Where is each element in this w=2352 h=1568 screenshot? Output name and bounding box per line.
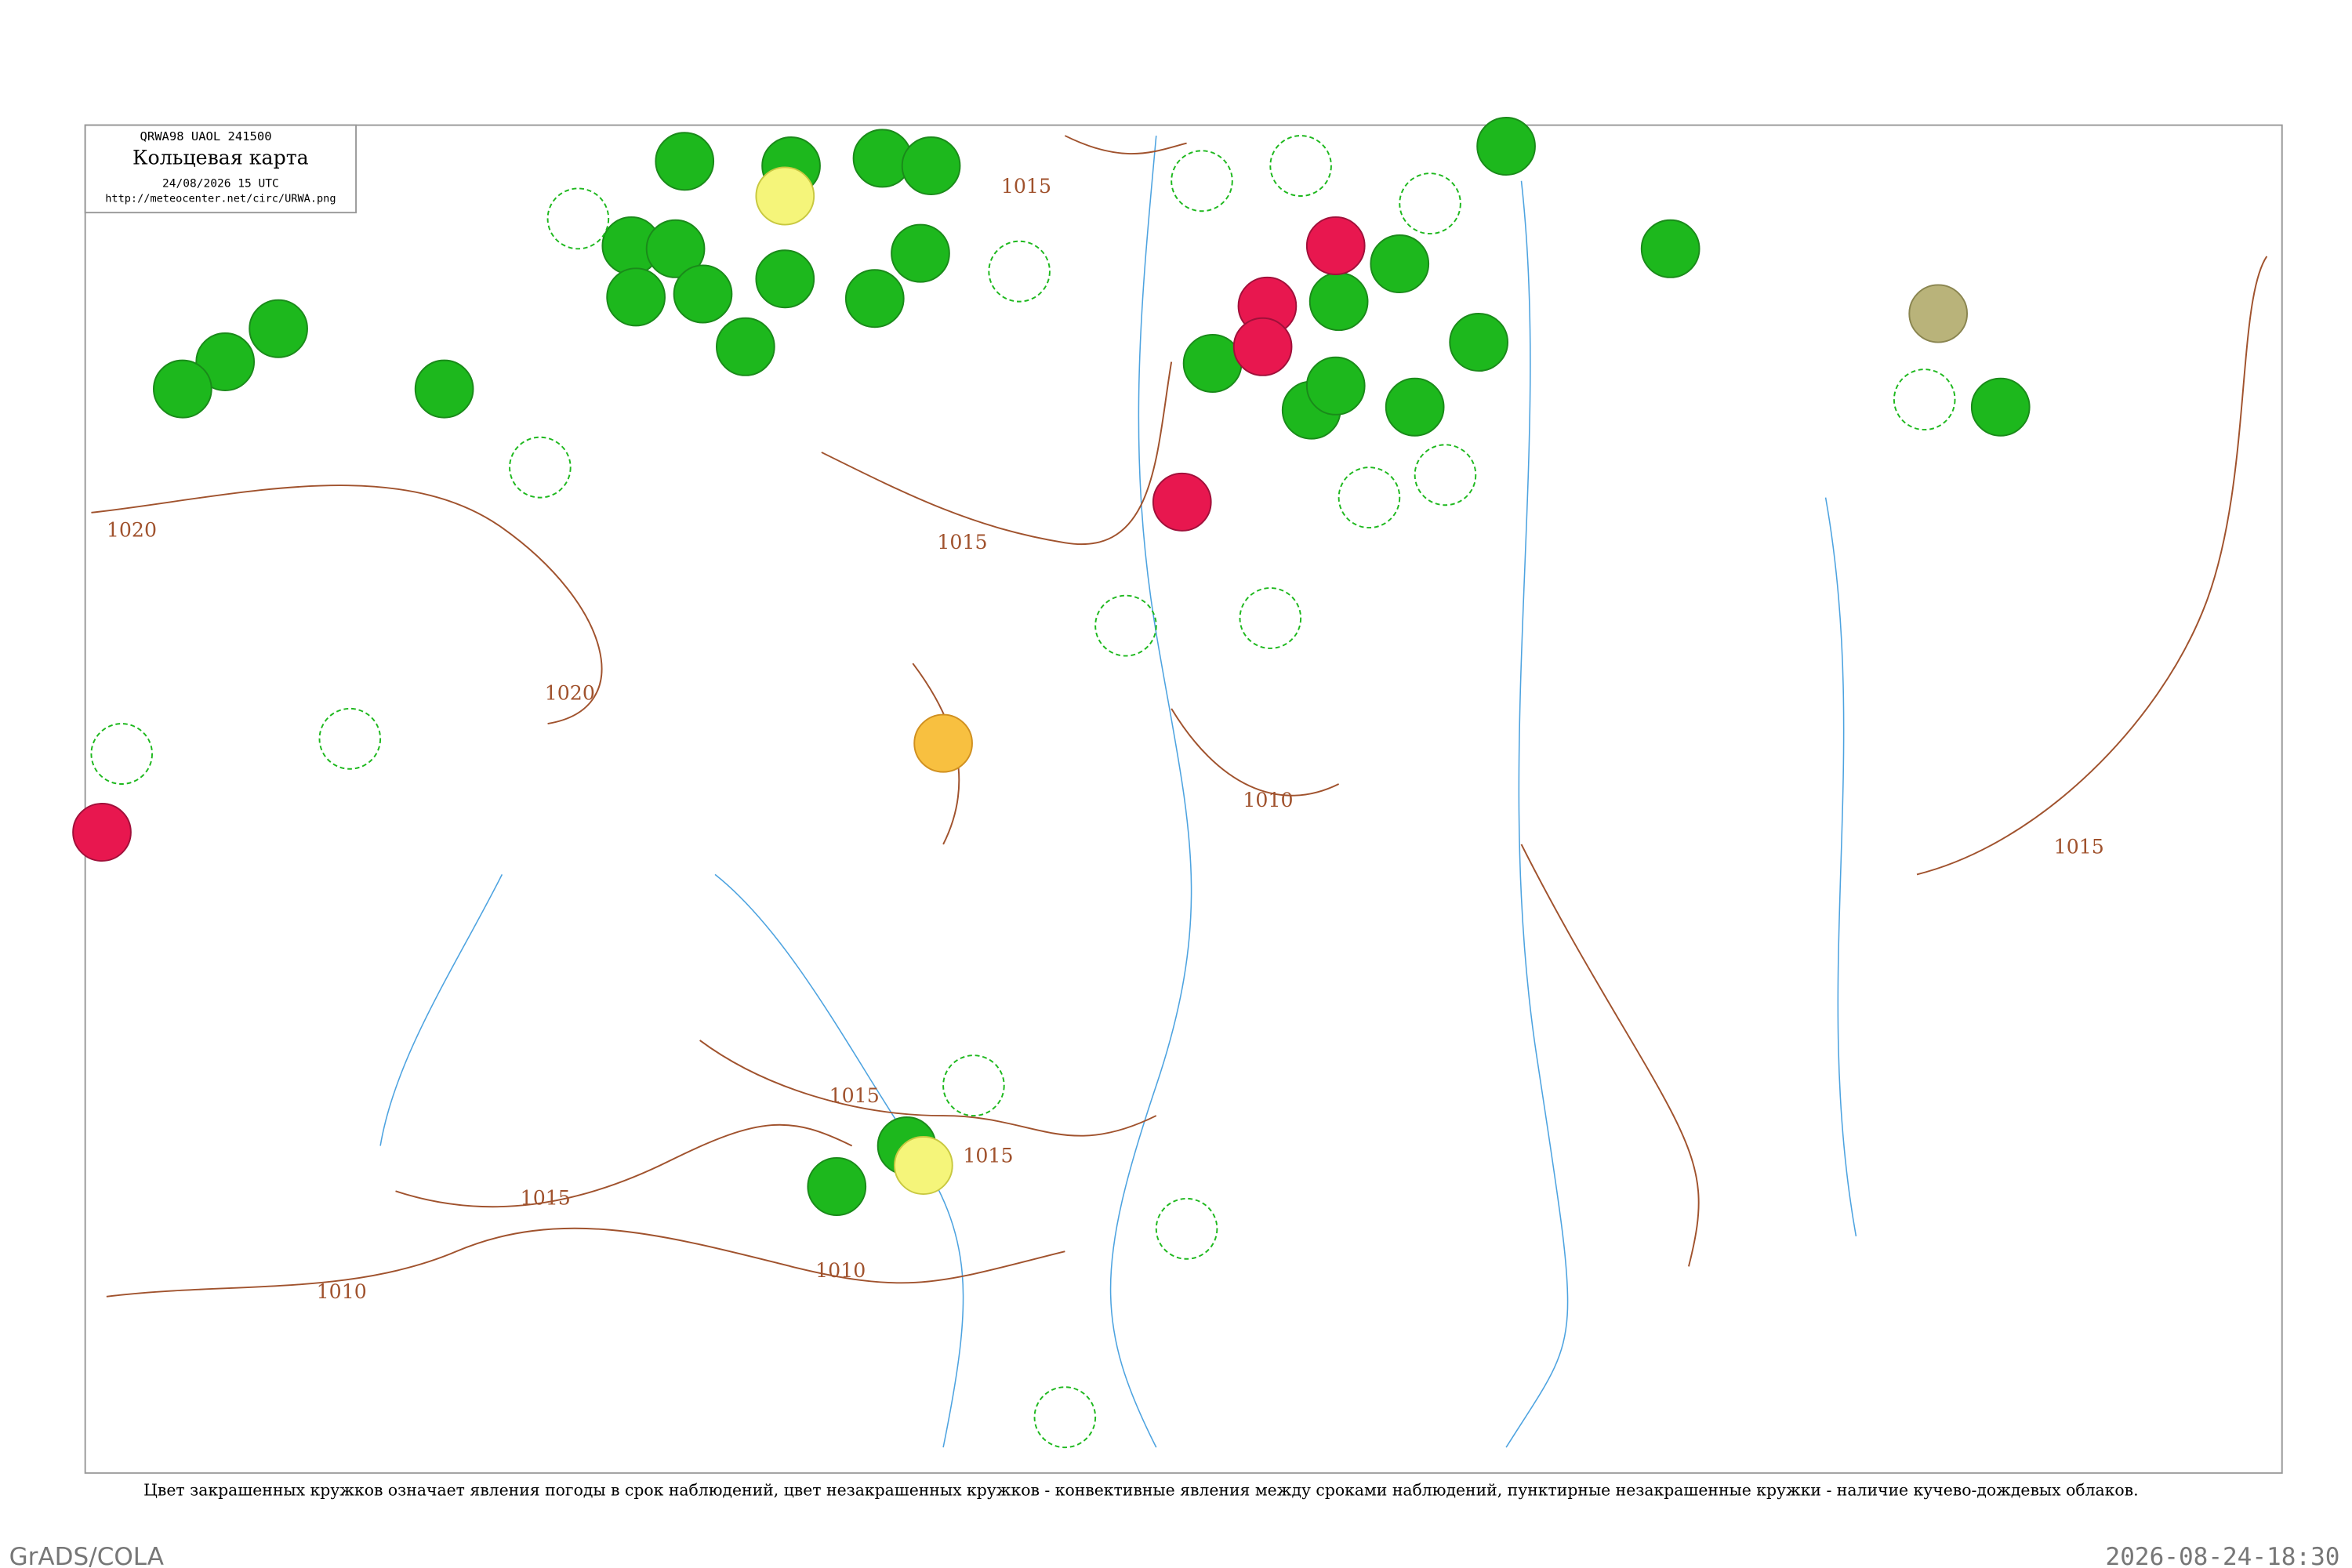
isobar-label: 1015 bbox=[937, 531, 987, 554]
weather-circles bbox=[72, 117, 2031, 1449]
isobar-label: 1015 bbox=[963, 1145, 1013, 1167]
isobar-label: 1010 bbox=[815, 1259, 866, 1282]
isobar-label: 1015 bbox=[1001, 175, 1051, 198]
header-url: http://meteocenter.net/circ/URWA.png bbox=[105, 193, 336, 205]
isobar-label: 1015 bbox=[829, 1084, 880, 1107]
footer-left: GrADS/COLA bbox=[9, 1543, 164, 1568]
isobar-label: 1020 bbox=[107, 519, 157, 542]
header-date: 24/08/2026 15 UTC bbox=[162, 178, 279, 191]
isobar-lines bbox=[91, 135, 2268, 1298]
header-box: QRWA98 UAOL 241500 Кольцевая карта 24/08… bbox=[84, 124, 358, 214]
map-frame bbox=[84, 124, 2283, 1474]
footer-right: 2026-08-24-18:30 bbox=[2106, 1543, 2340, 1568]
caption: Цвет закрашенных кружков означает явлени… bbox=[143, 1481, 2138, 1500]
header-code: QRWA98 UAOL 241500 bbox=[140, 129, 272, 143]
isobar-label: 1015 bbox=[2054, 836, 2104, 858]
isobar-label: 1020 bbox=[545, 681, 595, 704]
header-title: Кольцевая карта bbox=[132, 147, 309, 169]
isobar-labels: 1020 1020 1015 1015 1010 1015 1015 1015 … bbox=[107, 175, 2104, 1302]
isobar-label: 1010 bbox=[317, 1280, 367, 1303]
rivers bbox=[379, 136, 1857, 1448]
header-frame bbox=[84, 124, 358, 214]
isobar-label: 1015 bbox=[521, 1187, 571, 1210]
isobar-label: 1010 bbox=[1243, 789, 1293, 811]
